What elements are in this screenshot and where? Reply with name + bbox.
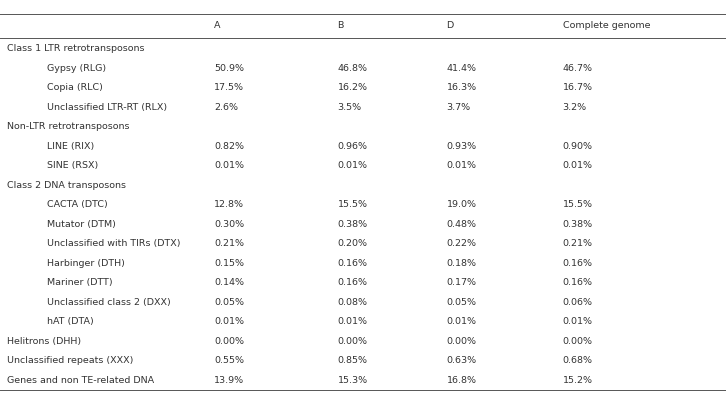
Text: Mutator (DTM): Mutator (DTM)	[47, 220, 116, 228]
Text: 0.05%: 0.05%	[446, 298, 476, 306]
Text: 0.38%: 0.38%	[563, 220, 592, 228]
Text: Unclassified LTR-RT (RLX): Unclassified LTR-RT (RLX)	[47, 103, 167, 111]
Text: 50.9%: 50.9%	[214, 64, 244, 72]
Text: 16.3%: 16.3%	[446, 83, 476, 92]
Text: Copia (RLC): Copia (RLC)	[47, 83, 103, 92]
Text: 0.01%: 0.01%	[446, 317, 476, 326]
Text: 0.48%: 0.48%	[446, 220, 476, 228]
Text: 0.90%: 0.90%	[563, 142, 592, 150]
Text: 16.8%: 16.8%	[446, 376, 476, 384]
Text: Unclassified with TIRs (DTX): Unclassified with TIRs (DTX)	[47, 239, 181, 248]
Text: 3.5%: 3.5%	[338, 103, 362, 111]
Text: D: D	[446, 21, 454, 30]
Text: CACTA (DTC): CACTA (DTC)	[47, 200, 108, 209]
Text: 3.7%: 3.7%	[446, 103, 470, 111]
Text: 17.5%: 17.5%	[214, 83, 244, 92]
Text: 0.20%: 0.20%	[338, 239, 367, 248]
Text: 0.16%: 0.16%	[563, 259, 592, 267]
Text: 41.4%: 41.4%	[446, 64, 476, 72]
Text: SINE (RSX): SINE (RSX)	[47, 161, 99, 170]
Text: 0.01%: 0.01%	[338, 317, 367, 326]
Text: 0.17%: 0.17%	[446, 278, 476, 287]
Text: Mariner (DTT): Mariner (DTT)	[47, 278, 113, 287]
Text: 0.01%: 0.01%	[214, 161, 244, 170]
Text: 0.01%: 0.01%	[563, 317, 592, 326]
Text: 0.18%: 0.18%	[446, 259, 476, 267]
Text: Complete genome: Complete genome	[563, 21, 650, 30]
Text: 0.01%: 0.01%	[338, 161, 367, 170]
Text: 0.55%: 0.55%	[214, 356, 244, 365]
Text: 0.00%: 0.00%	[563, 337, 592, 345]
Text: 0.08%: 0.08%	[338, 298, 367, 306]
Text: 0.21%: 0.21%	[563, 239, 592, 248]
Text: 0.16%: 0.16%	[338, 278, 367, 287]
Text: 0.00%: 0.00%	[214, 337, 244, 345]
Text: Gypsy (RLG): Gypsy (RLG)	[47, 64, 106, 72]
Text: 0.15%: 0.15%	[214, 259, 244, 267]
Text: 46.7%: 46.7%	[563, 64, 592, 72]
Text: 0.21%: 0.21%	[214, 239, 244, 248]
Text: Harbinger (DTH): Harbinger (DTH)	[47, 259, 125, 267]
Text: Genes and non TE-related DNA: Genes and non TE-related DNA	[7, 376, 155, 384]
Text: hAT (DTA): hAT (DTA)	[47, 317, 94, 326]
Text: 0.96%: 0.96%	[338, 142, 367, 150]
Text: 0.38%: 0.38%	[338, 220, 367, 228]
Text: 0.93%: 0.93%	[446, 142, 476, 150]
Text: 19.0%: 19.0%	[446, 200, 476, 209]
Text: 15.2%: 15.2%	[563, 376, 592, 384]
Text: Non-LTR retrotransposons: Non-LTR retrotransposons	[7, 122, 130, 131]
Text: LINE (RIX): LINE (RIX)	[47, 142, 94, 150]
Text: B: B	[338, 21, 344, 30]
Text: 13.9%: 13.9%	[214, 376, 244, 384]
Text: 0.00%: 0.00%	[446, 337, 476, 345]
Text: Unclassified repeats (XXX): Unclassified repeats (XXX)	[7, 356, 134, 365]
Text: 0.63%: 0.63%	[446, 356, 476, 365]
Text: 0.16%: 0.16%	[563, 278, 592, 287]
Text: 16.7%: 16.7%	[563, 83, 592, 92]
Text: 46.8%: 46.8%	[338, 64, 367, 72]
Text: 15.5%: 15.5%	[338, 200, 367, 209]
Text: 0.82%: 0.82%	[214, 142, 244, 150]
Text: A: A	[214, 21, 221, 30]
Text: 12.8%: 12.8%	[214, 200, 244, 209]
Text: 0.00%: 0.00%	[338, 337, 367, 345]
Text: 16.2%: 16.2%	[338, 83, 367, 92]
Text: 0.01%: 0.01%	[563, 161, 592, 170]
Text: 0.85%: 0.85%	[338, 356, 367, 365]
Text: 0.14%: 0.14%	[214, 278, 244, 287]
Text: 0.16%: 0.16%	[338, 259, 367, 267]
Text: 0.01%: 0.01%	[214, 317, 244, 326]
Text: 0.30%: 0.30%	[214, 220, 244, 228]
Text: 2.6%: 2.6%	[214, 103, 238, 111]
Text: 0.22%: 0.22%	[446, 239, 476, 248]
Text: 0.01%: 0.01%	[446, 161, 476, 170]
Text: 0.68%: 0.68%	[563, 356, 592, 365]
Text: Unclassified class 2 (DXX): Unclassified class 2 (DXX)	[47, 298, 171, 306]
Text: 15.5%: 15.5%	[563, 200, 592, 209]
Text: 0.06%: 0.06%	[563, 298, 592, 306]
Text: 3.2%: 3.2%	[563, 103, 587, 111]
Text: Class 2 DNA transposons: Class 2 DNA transposons	[7, 181, 126, 189]
Text: Class 1 LTR retrotransposons: Class 1 LTR retrotransposons	[7, 44, 144, 53]
Text: 0.05%: 0.05%	[214, 298, 244, 306]
Text: Helitrons (DHH): Helitrons (DHH)	[7, 337, 81, 345]
Text: 15.3%: 15.3%	[338, 376, 367, 384]
